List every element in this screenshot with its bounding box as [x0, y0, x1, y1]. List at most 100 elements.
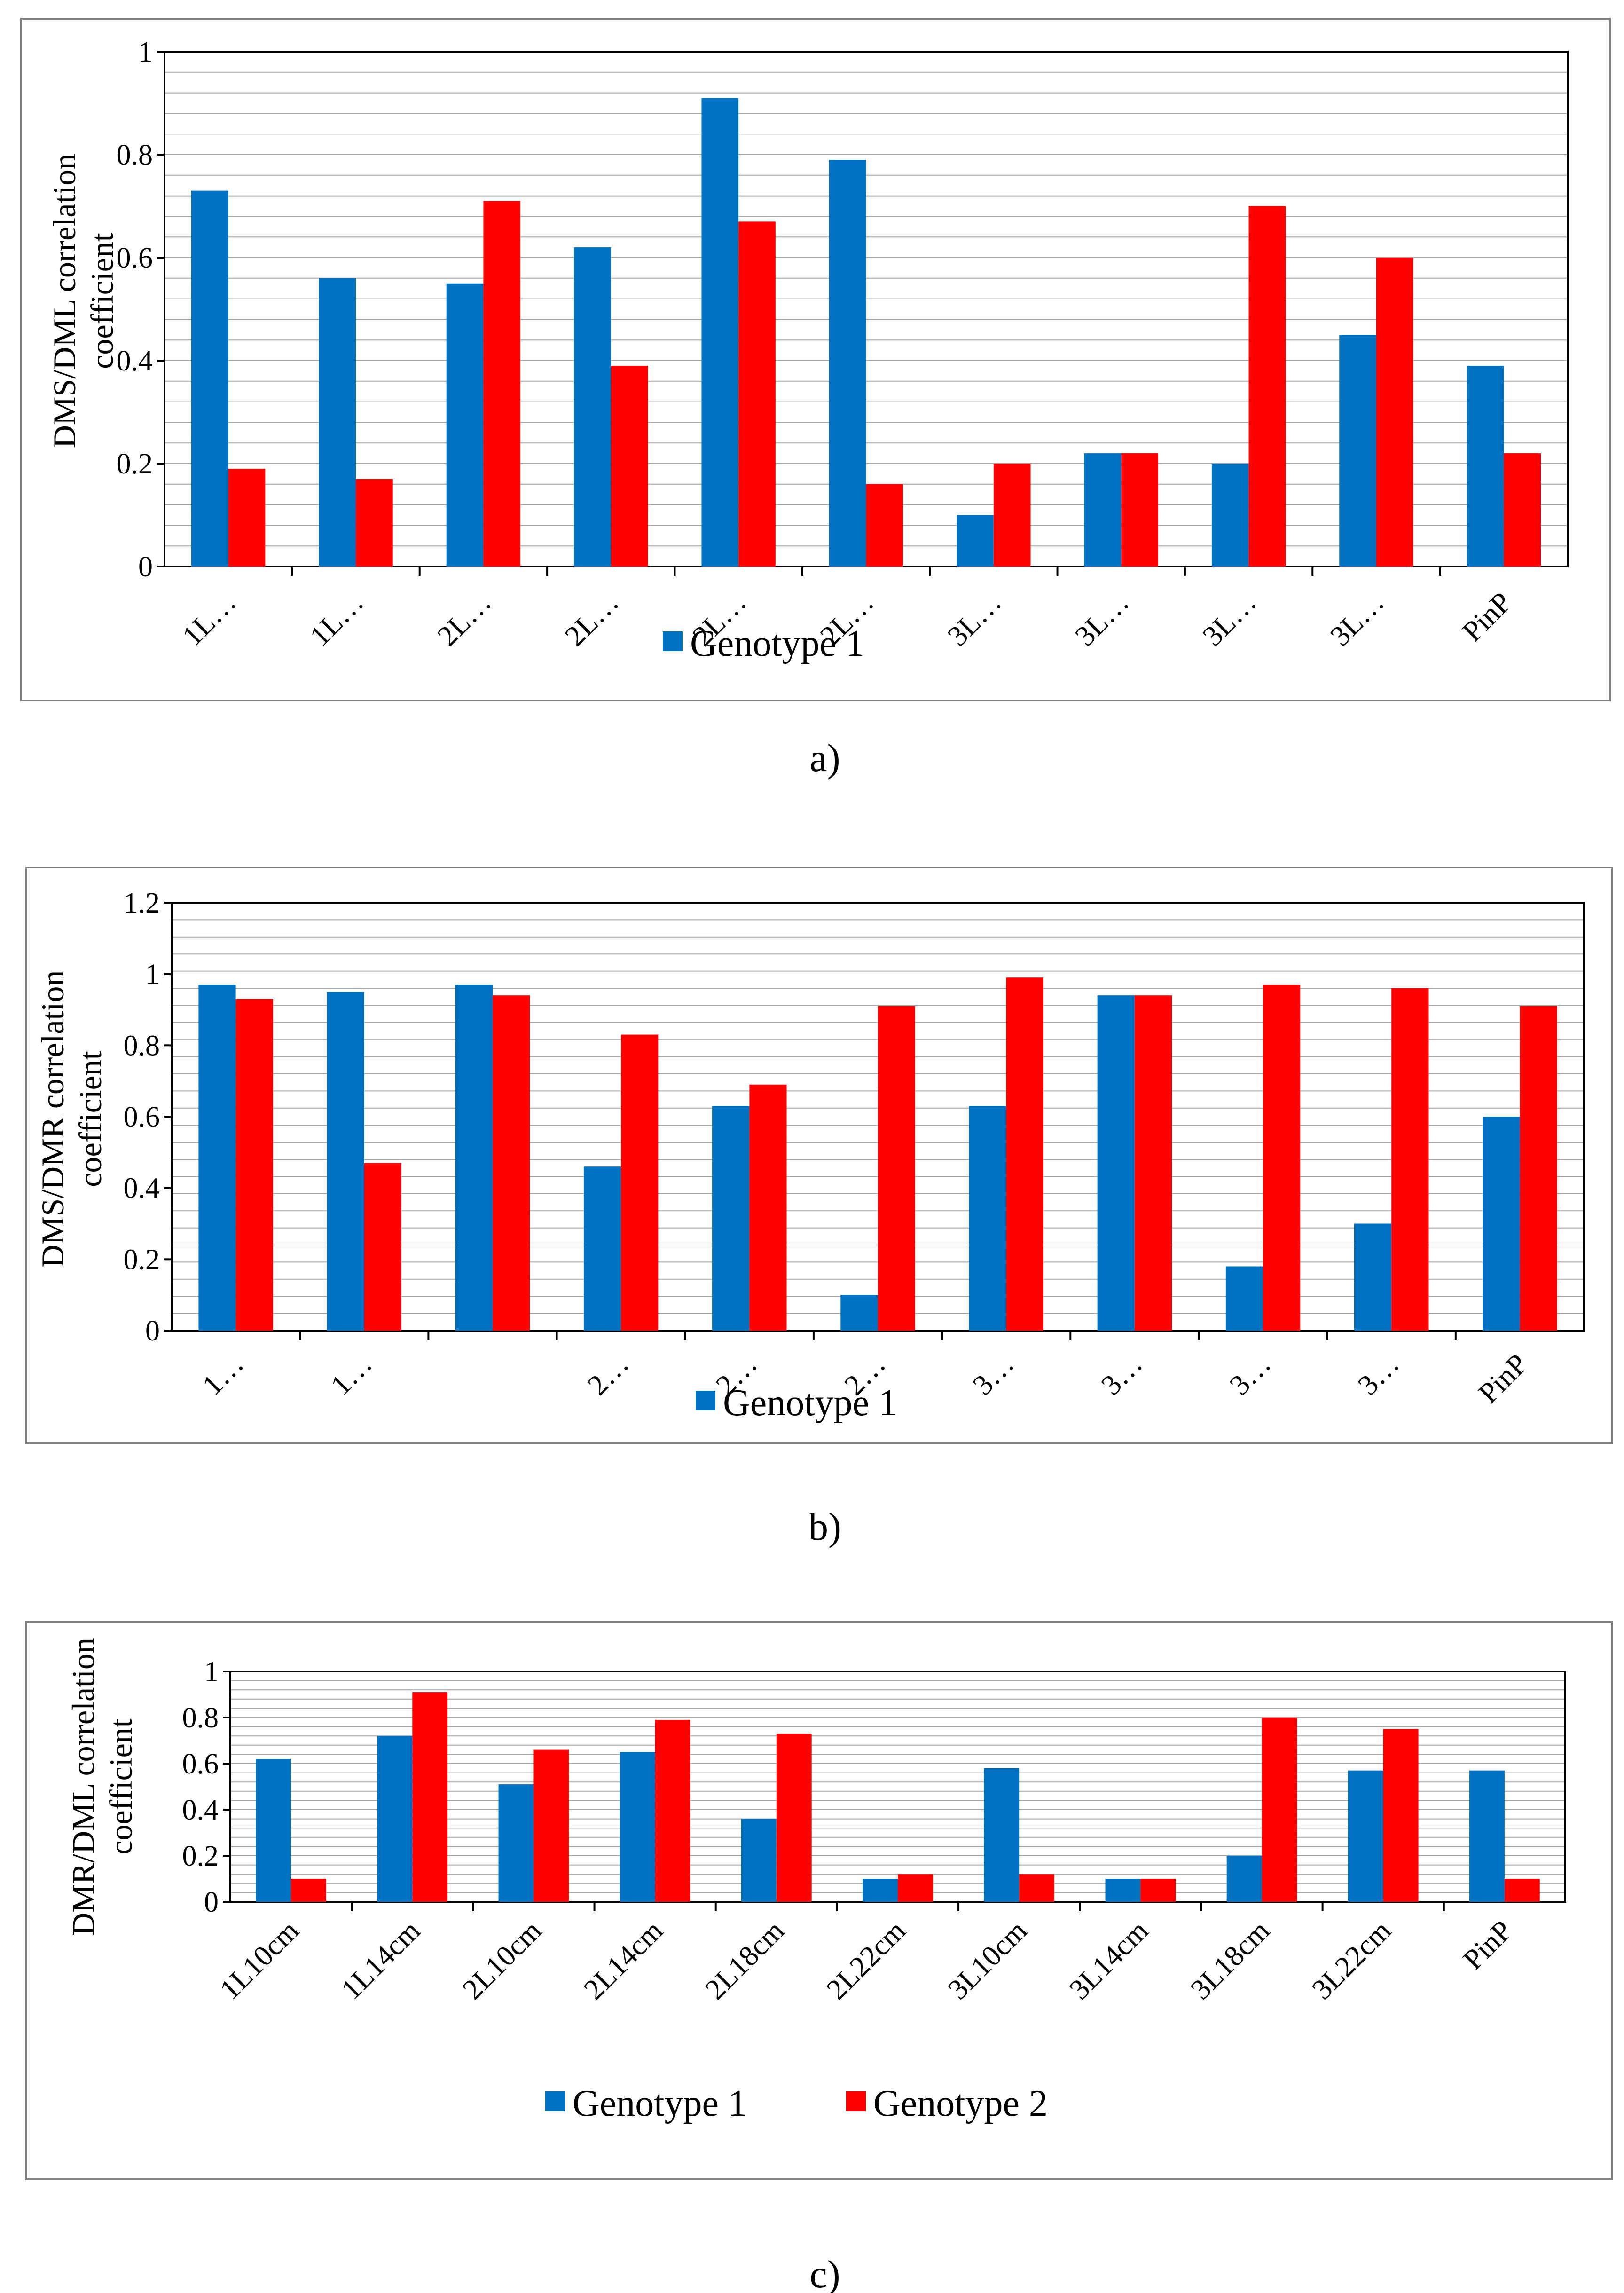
bar-genotype-2	[291, 1879, 326, 1902]
chart-3: 0 0.2 0.4 0.6 0.8 1 1L10cm 1L14cm 2L10cm 2L14cm 2L…	[25, 1621, 1613, 2293]
bar-genotype-2	[1520, 1006, 1557, 1331]
x-category-label: 3L…	[1069, 586, 1136, 653]
bar-genotype-2	[1019, 1874, 1055, 1902]
bar-genotype-2	[1140, 1879, 1176, 1902]
legend-label-genotype-1: Genotype 1	[690, 623, 864, 664]
bar-genotype-1	[583, 1166, 621, 1331]
x-category-label: 2L…	[559, 586, 625, 653]
legend-swatch-genotype-1	[663, 631, 683, 651]
chart-frame	[25, 867, 1613, 1444]
bar-genotype-1	[455, 985, 493, 1331]
bar-genotype-1	[1211, 464, 1249, 567]
y-tick-label: 1	[138, 36, 153, 68]
bar-genotype-2	[1383, 1729, 1419, 1902]
bar-genotype-2	[492, 995, 530, 1331]
y-tick-label: 0	[145, 1315, 160, 1347]
x-category-label: 2L10cm	[456, 1915, 548, 2006]
x-category-label: 1L14cm	[335, 1915, 426, 2006]
bar-genotype-1	[327, 992, 364, 1331]
bar-genotype-1	[712, 1106, 750, 1331]
x-category-label: 2L14cm	[578, 1915, 669, 2006]
y-axis-label: DMR/DML correlationcoefficient	[65, 1638, 139, 1936]
bar-genotype-1	[741, 1819, 777, 1902]
y-tick-label: 0.4	[182, 1794, 219, 1826]
legend-label-genotype-1: Genotype 1	[573, 2083, 747, 2124]
x-category-label: 3L…	[1324, 586, 1390, 653]
y-tick-label: 1	[145, 959, 160, 991]
bar-genotype-2	[235, 999, 273, 1331]
bar-genotype-2	[228, 468, 266, 567]
bar-genotype-1	[829, 159, 866, 567]
y-axis-label: DMS/DMR correlationcoefficient	[35, 970, 108, 1268]
y-tick-label: 0.4	[124, 1173, 160, 1205]
bar-genotype-2	[1504, 1879, 1540, 1902]
bar-genotype-1	[1469, 1770, 1505, 1902]
bar-genotype-1	[498, 1784, 534, 1902]
y-axis-label-line: DMS/DML correlation	[47, 154, 82, 448]
bar-genotype-2	[1262, 1718, 1297, 1902]
bar-genotype-1	[1348, 1770, 1383, 1902]
y-axis-label-line: coefficient	[103, 1718, 139, 1855]
y-tick-label: 0.4	[117, 345, 153, 377]
legend-swatch-genotype-1	[696, 1391, 715, 1410]
y-tick-label: 0	[204, 1886, 219, 1918]
bar-genotype-1	[969, 1106, 1006, 1331]
bar-genotype-2	[1248, 206, 1286, 567]
x-category-label: 2…	[581, 1348, 635, 1402]
x-category-label: 1L…	[304, 586, 370, 653]
y-tick-label: 0.2	[124, 1244, 160, 1276]
bar-genotype-1	[863, 1879, 898, 1902]
x-category-label: PinP	[1457, 1915, 1519, 1976]
bar-genotype-2	[776, 1734, 812, 1902]
y-tick-label: 0.6	[117, 242, 153, 274]
legend: Genotype 1	[696, 1382, 897, 1424]
bar-genotype-2	[993, 464, 1031, 567]
x-category-label: 3L14cm	[1063, 1915, 1154, 2006]
bar-genotype-1	[198, 985, 236, 1331]
x-category-label: PinP	[1472, 1348, 1534, 1410]
x-category-label: 3L…	[1197, 586, 1263, 653]
bar-genotype-1	[319, 278, 356, 567]
bar-genotype-1	[377, 1736, 413, 1902]
x-category-label: PinP	[1456, 586, 1518, 648]
bar-genotype-2	[1504, 453, 1541, 567]
bar-genotype-2	[1006, 977, 1043, 1331]
bar-genotype-1	[1097, 995, 1135, 1331]
y-tick-label: 0.8	[124, 1030, 160, 1062]
bar-genotype-2	[533, 1749, 569, 1902]
bar-genotype-1	[1084, 453, 1122, 567]
legend-swatch-genotype-1	[545, 2091, 565, 2111]
y-tick-label: 0.2	[182, 1840, 219, 1872]
bar-genotype-2	[878, 1006, 915, 1331]
x-category-label: 3…	[1224, 1348, 1277, 1402]
x-category-label: 1…	[325, 1348, 378, 1402]
figure-caption: a)	[809, 736, 840, 780]
y-tick-label: 0.6	[182, 1748, 219, 1780]
legend-label-genotype-2: Genotype 2	[873, 2083, 1048, 2124]
chart-frame	[20, 18, 1611, 701]
bar-genotype-2	[898, 1874, 933, 1902]
y-tick-label: 0.6	[124, 1101, 160, 1133]
bar-genotype-1	[1354, 1223, 1392, 1331]
x-category-label: 3L10cm	[942, 1915, 1033, 2006]
bar-genotype-1	[1105, 1879, 1141, 1902]
bar-genotype-2	[483, 201, 521, 567]
y-tick-label: 1.2	[124, 887, 160, 919]
x-category-label: 3L22cm	[1306, 1915, 1397, 2006]
y-tick-label: 1	[204, 1656, 219, 1688]
x-category-label: 3…	[1352, 1348, 1405, 1402]
figure-caption: c)	[809, 2253, 840, 2293]
y-tick-label: 0.2	[117, 448, 153, 480]
bar-genotype-1	[1339, 335, 1376, 567]
y-axis-label-line: DMR/DML correlation	[65, 1638, 101, 1936]
x-category-label: 1L10cm	[214, 1915, 305, 2006]
y-axis-label-line: coefficient	[72, 1051, 108, 1187]
bar-genotype-2	[611, 365, 648, 567]
legend-label-genotype-1: Genotype 1	[723, 1382, 897, 1424]
x-category-label: 3…	[1095, 1348, 1149, 1402]
x-category-label: 2L22cm	[821, 1915, 912, 2006]
gridlines	[230, 1680, 1565, 1893]
x-category-label: 1…	[196, 1348, 250, 1402]
bar-genotype-1	[1467, 365, 1504, 567]
